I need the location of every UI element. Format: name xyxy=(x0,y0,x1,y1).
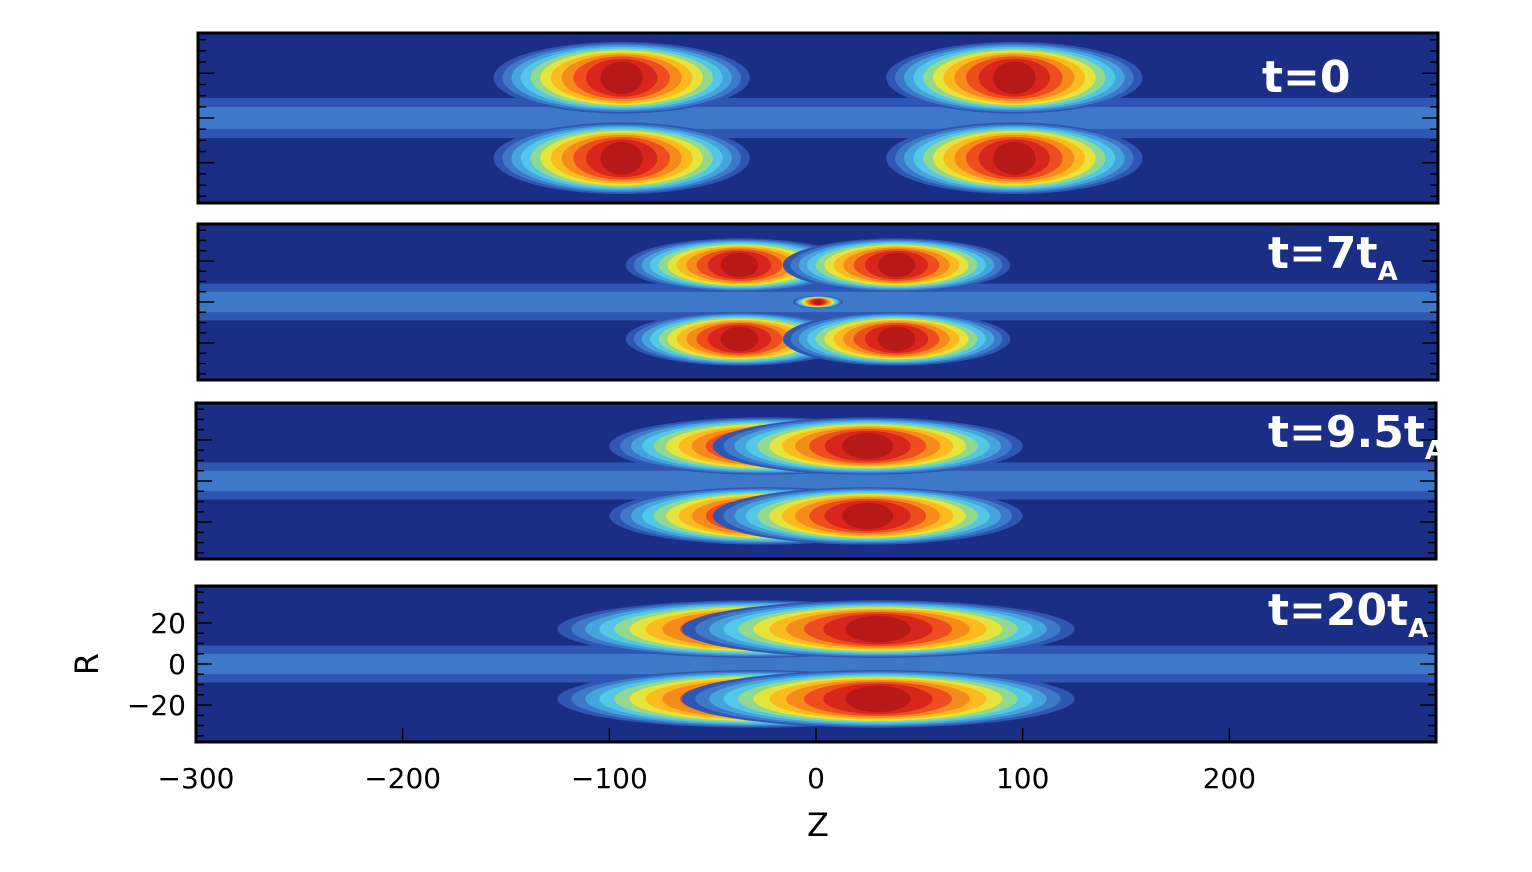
contour-level-11 xyxy=(877,326,916,352)
contour-blob-4 xyxy=(793,295,843,309)
contour-level-11 xyxy=(720,326,759,352)
x-tick-label: 0 xyxy=(807,762,825,795)
contour-blob-3 xyxy=(712,487,1023,545)
y-tick-label: 20 xyxy=(150,607,186,640)
x-axis: −300 −200 −100 0 100 200 xyxy=(158,728,1256,795)
y-axis: 20 0 −20 xyxy=(127,607,186,722)
x-tick-label: 100 xyxy=(996,762,1049,795)
y-tick-label: −20 xyxy=(127,689,186,722)
contour-level-11 xyxy=(842,502,894,530)
axis-band-level-1 xyxy=(196,470,1436,492)
panel-t0: t=0 xyxy=(196,31,1440,205)
contour-level-11 xyxy=(842,432,894,460)
contour-level-11 xyxy=(845,685,911,713)
contour-blob-0 xyxy=(493,41,750,114)
panel-time-label-subscript: A xyxy=(1408,614,1428,644)
panel-field xyxy=(196,600,1436,728)
contour-level-11 xyxy=(600,61,643,95)
panel-t7: t=7tA xyxy=(196,222,1440,382)
panel-ticks xyxy=(196,591,1436,737)
contour-blob-3 xyxy=(782,312,1011,366)
contour-blob-1 xyxy=(712,417,1023,475)
contour-blob-3 xyxy=(886,122,1143,195)
panel-time-label-subscript: A xyxy=(1425,436,1445,466)
x-axis-label: Z xyxy=(807,806,829,844)
x-tick-label: 200 xyxy=(1203,762,1256,795)
y-axis-label: R xyxy=(68,653,106,675)
panel-time-label: t=0 xyxy=(1262,52,1351,103)
contour-level-11 xyxy=(993,141,1036,175)
panel-time-label: t=20tA xyxy=(1268,585,1428,644)
y-tick-label: 0 xyxy=(168,648,186,681)
panel-t9_5: t=9.5tA xyxy=(194,401,1445,561)
contour-blob-3 xyxy=(681,670,1075,728)
panel-ticks xyxy=(198,38,1438,198)
panel-time-label-subscript: A xyxy=(1378,257,1398,287)
contour-blob-1 xyxy=(681,600,1075,658)
contour-blob-0 xyxy=(625,238,854,292)
x-tick-label: −200 xyxy=(364,762,441,795)
panels: t=0 t=7tA t=9.5tA t=20tA xyxy=(194,31,1445,744)
axis-band-level-1 xyxy=(196,653,1436,675)
contour-blob-2 xyxy=(625,312,854,366)
contour-level-11 xyxy=(720,252,759,278)
panel-field xyxy=(198,238,1438,366)
contour-blob-1 xyxy=(782,238,1011,292)
panel-ticks xyxy=(196,408,1436,554)
panel-t20: t=20tA xyxy=(194,584,1438,744)
contour-blob-2 xyxy=(493,122,750,195)
panel-time-label: t=7tA xyxy=(1268,228,1398,287)
x-tick-label: −300 xyxy=(158,762,235,795)
panel-ticks xyxy=(198,229,1438,375)
panel-field xyxy=(198,41,1438,195)
axis-band-level-1 xyxy=(198,106,1438,130)
panel-field xyxy=(196,417,1436,545)
contour-level-11 xyxy=(993,61,1036,95)
contour-level-11 xyxy=(877,252,916,278)
contour-level-11 xyxy=(600,141,643,175)
x-tick-label: −100 xyxy=(571,762,648,795)
contour-level-11 xyxy=(813,299,823,305)
contour-level-11 xyxy=(845,615,911,643)
contour-blob-1 xyxy=(886,41,1143,114)
panel-time-label: t=9.5tA xyxy=(1268,407,1445,466)
